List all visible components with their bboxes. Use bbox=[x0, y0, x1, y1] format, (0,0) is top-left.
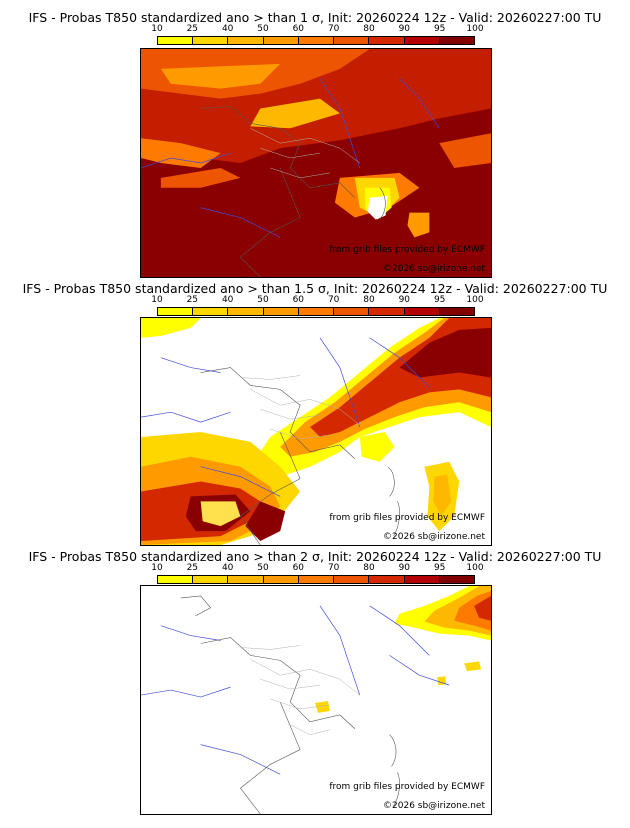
colorbar-swatch bbox=[334, 308, 370, 315]
colorbar-swatch bbox=[263, 37, 299, 44]
colorbar-swatch bbox=[298, 308, 335, 315]
panel-3-title: IFS - Probas T850 standardized ano > tha… bbox=[28, 549, 602, 564]
colorbar-swatches bbox=[157, 307, 475, 316]
colorbar-tick-labels: 10 25 40 50 60 70 80 90 95 100 bbox=[151, 563, 483, 574]
colorbar-tick-labels: 10 25 40 50 60 70 80 90 95 100 bbox=[151, 295, 483, 306]
colorbar-swatch bbox=[298, 576, 335, 583]
colorbar-swatch bbox=[404, 37, 440, 44]
panel-1-map: from grib files provided by ECMWF ©2026 … bbox=[140, 48, 492, 278]
colorbar-tick: 80 bbox=[363, 24, 375, 34]
colorbar-swatches bbox=[157, 36, 475, 45]
colorbar-tick: 95 bbox=[433, 24, 446, 34]
colorbar-swatch bbox=[369, 576, 405, 583]
panel-2-source-credit: from grib files provided by ECMWF bbox=[329, 513, 485, 523]
colorbar-tick: 80 bbox=[363, 295, 375, 305]
colorbar-swatch bbox=[263, 576, 299, 583]
colorbar-tick: 100 bbox=[466, 563, 484, 573]
colorbar-tick: 25 bbox=[186, 563, 199, 573]
colorbar-tick: 10 bbox=[151, 295, 163, 305]
colorbar-swatch bbox=[193, 37, 229, 44]
panel-2-copyright: ©2026 sb@irizone.net bbox=[383, 532, 485, 542]
colorbar-swatch bbox=[369, 37, 405, 44]
colorbar-swatch bbox=[334, 37, 370, 44]
colorbar-swatch bbox=[334, 576, 370, 583]
probability-field-2sigma bbox=[141, 586, 491, 814]
colorbar-tick: 40 bbox=[221, 24, 234, 34]
colorbar-swatch bbox=[228, 37, 264, 44]
colorbar-tick: 40 bbox=[221, 563, 234, 573]
colorbar-swatch bbox=[404, 576, 440, 583]
colorbar-tick: 25 bbox=[186, 24, 199, 34]
colorbar-swatch bbox=[228, 576, 264, 583]
colorbar-tick: 95 bbox=[433, 563, 446, 573]
colorbar-tick: 25 bbox=[186, 295, 199, 305]
colorbar-tick: 60 bbox=[292, 24, 305, 34]
panel-1-copyright: ©2026 sb@irizone.net bbox=[383, 264, 485, 274]
panel-3: IFS - Probas T850 standardized ano > tha… bbox=[0, 548, 630, 828]
panel-2-title: IFS - Probas T850 standardized ano > tha… bbox=[22, 281, 608, 296]
colorbar-tick: 50 bbox=[257, 295, 269, 305]
colorbar-tick: 100 bbox=[466, 24, 484, 34]
colorbar-tick: 10 bbox=[151, 563, 163, 573]
panel-2-map: from grib files provided by ECMWF ©2026 … bbox=[140, 317, 492, 546]
panel-3-source-credit: from grib files provided by ECMWF bbox=[329, 782, 485, 792]
colorbar-tick: 50 bbox=[257, 24, 269, 34]
colorbar-swatch bbox=[439, 37, 474, 44]
colorbar-tick: 90 bbox=[398, 24, 411, 34]
colorbar-swatch bbox=[404, 308, 440, 315]
colorbar-tick: 10 bbox=[151, 24, 163, 34]
panel-1-source-credit: from grib files provided by ECMWF bbox=[329, 245, 485, 255]
panel-1: IFS - Probas T850 standardized ano > tha… bbox=[0, 0, 630, 280]
colorbar-swatch bbox=[158, 308, 194, 315]
colorbar-swatch bbox=[263, 308, 299, 315]
colorbar-tick: 70 bbox=[327, 295, 340, 305]
colorbar-tick: 95 bbox=[433, 295, 446, 305]
panel-3-map: from grib files provided by ECMWF ©2026 … bbox=[140, 585, 492, 815]
probability-field-1sigma bbox=[141, 49, 491, 277]
colorbar-swatch bbox=[439, 576, 474, 583]
colorbar-swatch bbox=[158, 37, 194, 44]
colorbar-swatch bbox=[158, 576, 194, 583]
colorbar-tick: 60 bbox=[292, 295, 305, 305]
panel-1-colorbar: 10 25 40 50 60 70 80 90 95 100 bbox=[151, 24, 484, 47]
panel-1-title: IFS - Probas T850 standardized ano > tha… bbox=[28, 10, 602, 25]
colorbar-swatch bbox=[193, 308, 229, 315]
probability-field-1-5sigma bbox=[141, 318, 491, 545]
colorbar-swatch bbox=[193, 576, 229, 583]
colorbar-swatch bbox=[439, 308, 474, 315]
colorbar-tick: 60 bbox=[292, 563, 305, 573]
panel-3-colorbar: 10 25 40 50 60 70 80 90 95 100 bbox=[151, 563, 484, 586]
colorbar-swatch bbox=[298, 37, 335, 44]
panel-3-copyright: ©2026 sb@irizone.net bbox=[383, 801, 485, 811]
colorbar-swatches bbox=[157, 575, 475, 584]
colorbar-swatch bbox=[228, 308, 264, 315]
colorbar-tick: 90 bbox=[398, 563, 411, 573]
colorbar-tick-labels: 10 25 40 50 60 70 80 90 95 100 bbox=[151, 24, 483, 35]
colorbar-tick: 50 bbox=[257, 563, 269, 573]
colorbar-tick: 70 bbox=[327, 24, 340, 34]
panel-2: IFS - Probas T850 standardized ano > tha… bbox=[0, 280, 630, 548]
colorbar-tick: 80 bbox=[363, 563, 375, 573]
colorbar-tick: 40 bbox=[221, 295, 234, 305]
panel-2-colorbar: 10 25 40 50 60 70 80 90 95 100 bbox=[151, 295, 484, 318]
colorbar-tick: 90 bbox=[398, 295, 411, 305]
colorbar-swatch bbox=[369, 308, 405, 315]
colorbar-tick: 70 bbox=[327, 563, 340, 573]
colorbar-tick: 100 bbox=[466, 295, 484, 305]
